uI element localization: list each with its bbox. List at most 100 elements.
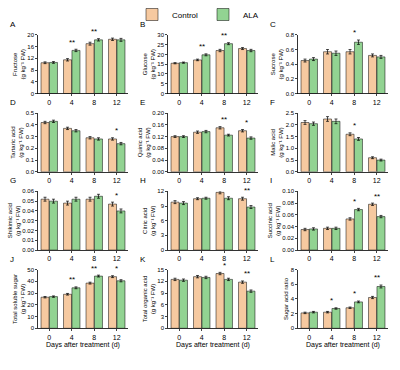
svg-text:12: 12: [243, 177, 251, 184]
svg-text:8: 8: [31, 67, 35, 73]
svg-text:4: 4: [200, 99, 204, 106]
svg-text:0.2: 0.2: [26, 145, 35, 151]
svg-text:**: **: [69, 38, 75, 47]
svg-text:30: 30: [157, 32, 164, 38]
svg-text:H: H: [140, 176, 146, 185]
svg-text:0: 0: [307, 99, 311, 106]
svg-text:4: 4: [70, 255, 74, 262]
svg-text:4: 4: [31, 79, 35, 85]
svg-text:1.5: 1.5: [286, 134, 295, 140]
svg-text:D: D: [10, 98, 16, 107]
svg-text:2.5: 2.5: [286, 110, 295, 116]
svg-text:0: 0: [291, 325, 295, 331]
svg-text:**: **: [221, 31, 227, 40]
svg-text:K: K: [140, 255, 146, 264]
svg-text:Days after treatment (d): Days after treatment (d): [46, 341, 120, 349]
svg-text:**: **: [374, 273, 380, 282]
svg-text:I: I: [270, 176, 272, 185]
svg-text:0.00: 0.00: [152, 169, 164, 175]
svg-text:0: 0: [47, 255, 51, 262]
svg-text:8: 8: [291, 267, 295, 273]
svg-text:0.04: 0.04: [22, 208, 34, 214]
svg-text:6: 6: [161, 302, 165, 308]
svg-text:Malic acid(g kg⁻¹ FW): Malic acid(g kg⁻¹ FW): [270, 127, 284, 157]
svg-text:8: 8: [222, 177, 226, 184]
svg-text:4: 4: [291, 296, 295, 302]
svg-text:12: 12: [113, 334, 121, 341]
svg-text:12: 12: [373, 99, 381, 106]
svg-text:8: 8: [92, 177, 96, 184]
svg-text:Days after treatment (d): Days after treatment (d): [306, 341, 380, 349]
svg-text:Days after treatment (d): Days after treatment (d): [176, 341, 250, 349]
svg-text:0.06: 0.06: [22, 188, 34, 194]
svg-text:4: 4: [330, 255, 334, 262]
svg-text:L: L: [270, 255, 275, 264]
svg-text:Succinic acid(g kg⁻¹ FW): Succinic acid(g kg⁻¹ FW): [267, 203, 281, 238]
svg-text:0.10: 0.10: [282, 188, 294, 194]
svg-text:0: 0: [177, 255, 181, 262]
svg-text:12: 12: [373, 334, 381, 341]
svg-text:8: 8: [352, 99, 356, 106]
svg-text:0.6: 0.6: [286, 47, 295, 53]
svg-text:20: 20: [27, 32, 34, 38]
svg-text:0.01: 0.01: [22, 237, 34, 243]
svg-text:Total organic acid(g kg⁻¹ FW): Total organic acid(g kg⁻¹ FW): [142, 276, 156, 323]
svg-text:0.02: 0.02: [22, 228, 34, 234]
svg-text:0: 0: [161, 247, 165, 253]
svg-text:0.4: 0.4: [26, 122, 35, 128]
svg-text:**: **: [244, 186, 250, 195]
svg-text:6: 6: [161, 218, 165, 224]
svg-text:4: 4: [70, 334, 74, 341]
svg-text:50: 50: [27, 267, 34, 273]
svg-text:0.20: 0.20: [152, 110, 164, 116]
svg-text:0.1: 0.1: [26, 157, 35, 163]
svg-text:0.04: 0.04: [282, 224, 294, 230]
svg-text:0: 0: [31, 91, 35, 97]
svg-text:*: *: [330, 296, 333, 305]
svg-text:15: 15: [157, 61, 164, 67]
svg-text:**: **: [221, 115, 227, 124]
svg-text:2.0: 2.0: [286, 122, 295, 128]
svg-text:0: 0: [177, 99, 181, 106]
svg-text:**: **: [91, 264, 97, 273]
svg-text:9: 9: [161, 290, 165, 296]
svg-text:4: 4: [70, 177, 74, 184]
svg-text:0.5: 0.5: [26, 110, 35, 116]
svg-text:0.12: 0.12: [152, 134, 164, 140]
svg-text:0.05: 0.05: [22, 198, 34, 204]
svg-text:0.16: 0.16: [152, 122, 164, 128]
svg-text:12: 12: [373, 255, 381, 262]
svg-text:0.0: 0.0: [26, 169, 35, 175]
svg-text:0.08: 0.08: [152, 145, 164, 151]
svg-text:25: 25: [157, 42, 164, 48]
svg-text:0: 0: [177, 334, 181, 341]
svg-text:15: 15: [157, 267, 164, 273]
svg-text:**: **: [199, 42, 205, 51]
svg-text:0.03: 0.03: [22, 218, 34, 224]
svg-text:0: 0: [47, 334, 51, 341]
svg-text:4: 4: [200, 255, 204, 262]
svg-text:0.4: 0.4: [286, 61, 295, 67]
svg-text:10: 10: [27, 314, 34, 320]
svg-text:10: 10: [157, 71, 164, 77]
svg-text:Fructose(g kg⁻¹ FW): Fructose(g kg⁻¹ FW): [12, 49, 26, 79]
svg-text:4: 4: [70, 99, 74, 106]
svg-text:0.2: 0.2: [286, 76, 295, 82]
svg-text:2: 2: [291, 311, 295, 317]
svg-text:0: 0: [31, 325, 35, 331]
svg-text:Control: Control: [172, 11, 198, 20]
svg-text:20: 20: [157, 52, 164, 58]
svg-text:8: 8: [92, 255, 96, 262]
svg-text:12: 12: [243, 255, 251, 262]
svg-text:Tartaric acid(g kg⁻¹ FW): Tartaric acid(g kg⁻¹ FW): [10, 126, 24, 158]
svg-text:C: C: [270, 20, 276, 29]
svg-text:0.3: 0.3: [26, 134, 35, 140]
svg-text:12: 12: [373, 177, 381, 184]
svg-text:0: 0: [307, 177, 311, 184]
svg-text:4: 4: [200, 177, 204, 184]
svg-text:12: 12: [113, 99, 121, 106]
svg-text:6: 6: [291, 281, 295, 287]
svg-text:30: 30: [27, 290, 34, 296]
svg-text:0.06: 0.06: [282, 212, 294, 218]
svg-text:0.08: 0.08: [282, 200, 294, 206]
